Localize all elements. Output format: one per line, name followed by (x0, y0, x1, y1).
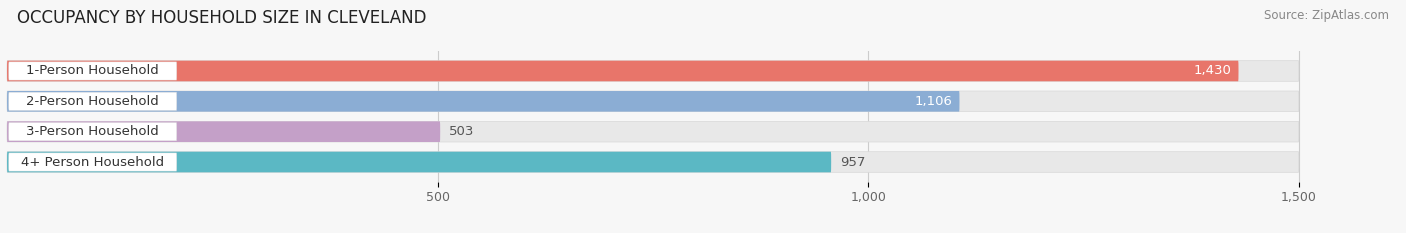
Text: 957: 957 (839, 155, 865, 168)
FancyBboxPatch shape (8, 153, 177, 171)
Text: OCCUPANCY BY HOUSEHOLD SIZE IN CLEVELAND: OCCUPANCY BY HOUSEHOLD SIZE IN CLEVELAND (17, 9, 426, 27)
FancyBboxPatch shape (7, 91, 1299, 112)
FancyBboxPatch shape (7, 61, 1299, 81)
Text: 4+ Person Household: 4+ Person Household (21, 155, 165, 168)
Text: Source: ZipAtlas.com: Source: ZipAtlas.com (1264, 9, 1389, 22)
FancyBboxPatch shape (7, 121, 1299, 142)
Text: 503: 503 (449, 125, 474, 138)
Text: 2-Person Household: 2-Person Household (27, 95, 159, 108)
FancyBboxPatch shape (8, 123, 177, 141)
FancyBboxPatch shape (8, 92, 177, 110)
FancyBboxPatch shape (7, 152, 1299, 172)
FancyBboxPatch shape (8, 62, 177, 80)
FancyBboxPatch shape (7, 152, 831, 172)
FancyBboxPatch shape (7, 121, 440, 142)
FancyBboxPatch shape (7, 91, 959, 112)
Text: 1,106: 1,106 (915, 95, 953, 108)
Text: 1,430: 1,430 (1194, 65, 1232, 78)
Text: 3-Person Household: 3-Person Household (27, 125, 159, 138)
Text: 1-Person Household: 1-Person Household (27, 65, 159, 78)
FancyBboxPatch shape (7, 61, 1239, 81)
